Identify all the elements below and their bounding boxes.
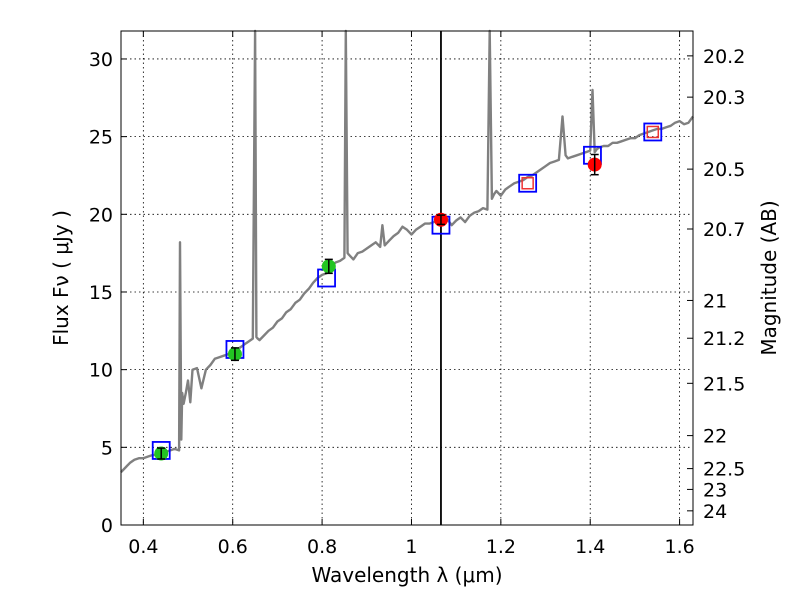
model-box xyxy=(518,173,538,193)
y-tick-label: 15 xyxy=(89,282,113,304)
x-tick-label: 0.8 xyxy=(307,536,337,558)
photometry-points xyxy=(151,122,663,461)
x-tick-label: 0.4 xyxy=(128,536,158,558)
y-tick-label: 30 xyxy=(89,49,113,71)
mag-tick-label: 20.2 xyxy=(703,46,745,68)
axis-ticks: 0.4 0.6 0.8 1 1.2 1.4 1.6 0 5 10 15 20 25 30 20.2 20.3 2… xyxy=(89,31,745,558)
x-axis-label: Wavelength λ (μm) xyxy=(311,563,502,587)
spectrum-series xyxy=(120,29,694,474)
mag-tick-label: 23 xyxy=(703,479,727,501)
mag-tick-label: 20.3 xyxy=(703,87,745,109)
mag-tick-label: 22.5 xyxy=(703,459,745,481)
y-axis-right-label: Magnitude (AB) xyxy=(757,200,781,355)
y-axis-label: Flux Fν ( μJy ) xyxy=(49,210,73,346)
mag-tick-label: 24 xyxy=(703,501,727,523)
mag-tick-label: 21.5 xyxy=(703,373,745,395)
y-tick-label: 0 xyxy=(101,515,113,537)
mag-tick-label: 21 xyxy=(703,290,727,312)
mag-tick-label: 20.5 xyxy=(703,159,745,181)
y-tick-label: 10 xyxy=(89,360,113,382)
mag-tick-label: 22 xyxy=(703,426,727,448)
model-box-inner xyxy=(646,125,660,139)
y-tick-label: 5 xyxy=(101,437,113,459)
x-tick-label: 0.6 xyxy=(218,536,248,558)
plot-frame xyxy=(120,30,694,526)
y-tick-label: 25 xyxy=(89,127,113,149)
x-tick-label: 1.6 xyxy=(664,536,694,558)
spectrum-line xyxy=(120,29,694,474)
model-box-inner xyxy=(521,176,534,190)
model-box xyxy=(643,122,663,142)
y-tick-label: 20 xyxy=(89,204,113,226)
x-tick-label: 1.4 xyxy=(575,536,605,558)
x-tick-label: 1 xyxy=(405,536,417,558)
grid xyxy=(121,31,693,526)
mag-tick-label: 20.7 xyxy=(703,219,745,241)
x-tick-label: 1.2 xyxy=(486,536,516,558)
mag-tick-label: 21.2 xyxy=(703,328,745,350)
